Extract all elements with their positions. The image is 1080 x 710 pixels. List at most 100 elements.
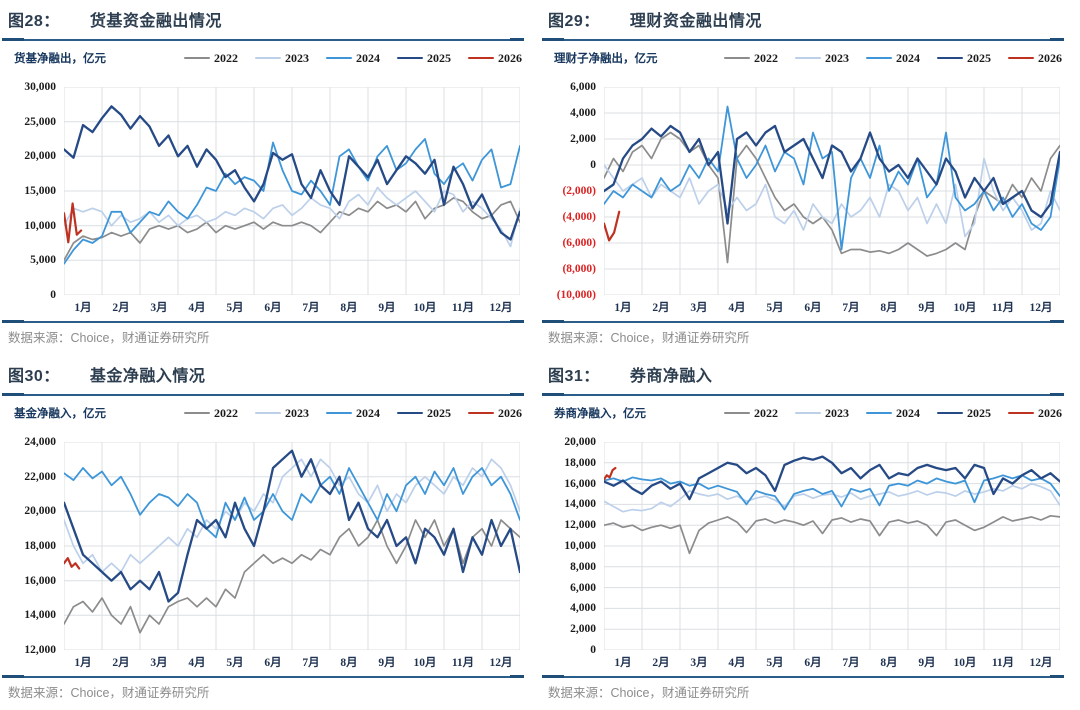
x-tick-label: 6月 [804,657,822,669]
y-tick-label: 30,000 [24,81,56,93]
legend-line-swatch [937,411,963,415]
series-line-2024 [604,474,1060,511]
y-tick-label: 25,000 [24,115,56,128]
y-tick-label: 2,000 [570,623,596,636]
figure-number: 图28： [8,13,60,30]
x-tick-label: 4月 [188,657,206,669]
legend-line-swatch [866,412,892,414]
series-line-2024 [64,138,520,265]
y-tick-label: 22,000 [24,470,56,483]
plot-area [604,442,1060,650]
x-tick-label: 5月 [766,302,784,314]
series-line-2022 [604,514,1060,555]
x-tick-label: 9月 [918,657,936,669]
legend-year-label: 2025 [427,50,451,65]
legend-row: 理财子净融出，亿元 2022 2023 2024 2025 2026 [554,50,1062,66]
x-tick-label: 7月 [302,657,320,669]
y-tick-label: 16,000 [564,477,596,490]
x-axis-labels: 1月 2月 3月 4月 5月 6月 7月 8月 9月 10月 11月 12月 [604,654,1060,670]
series-line-2025 [604,455,1060,501]
legend-line-swatch [397,411,423,415]
figure-number: 图31： [548,368,600,385]
source-note: 数据来源：Choice，财通证券研究所 [8,686,210,700]
x-axis-labels: 1月 2月 3月 4月 5月 6月 7月 8月 9月 10月 11月 12月 [604,299,1060,315]
x-tick-label: 5月 [226,302,244,314]
plot-area [64,87,520,295]
legend-item-2026: 2026 [468,51,522,66]
y-axis-ticks: 24,000 22,000 20,000 18,000 16,000 14,000 12,0… [0,436,56,656]
x-tick-label: 3月 [150,302,168,314]
x-tick-label: 9月 [378,302,396,314]
y-tick-label: 15,000 [24,185,56,197]
line-chart-canvas [604,87,1060,295]
source-note: 数据来源：Choice，财通证券研究所 [548,331,750,345]
y-tick-label: 0 [50,289,56,301]
series-line-2026 [604,466,617,481]
legend-year-label: 2023 [285,50,309,65]
title-divider [542,38,1064,41]
legend-line-swatch [255,57,281,59]
x-tick-label: 3月 [690,657,708,669]
legend-line-swatch [724,412,750,414]
legend-items: 2022 2023 2024 2025 2026 [184,51,522,66]
legend-line-swatch [184,412,210,414]
y-tick-label: 12,000 [24,644,56,656]
figure-title: 图31： 券商净融入 [548,362,712,386]
x-tick-label: 10月 [953,302,977,314]
legend-item-2025: 2025 [937,51,991,66]
y-axis-ticks: 6,000 4,000 2,000 0 (2,000) (4,000) (6,000) (8,… [540,81,596,301]
legend-line-swatch [326,57,352,59]
legend-year-label: 2026 [1038,405,1062,420]
y-tick-label: 10,000 [564,540,596,552]
legend-items: 2022 2023 2024 2025 2026 [724,406,1062,421]
figure-title: 图28： 货基资金融出情况 [8,7,222,31]
legend-year-label: 2023 [825,50,849,65]
series-line-2024 [64,467,520,539]
legend-line-swatch [184,57,210,59]
axis-unit-label: 货基净融出，亿元 [14,53,106,65]
legend-year-label: 2025 [967,50,991,65]
legend-year-label: 2022 [214,50,238,65]
axis-unit-label: 理财子净融出，亿元 [554,53,658,65]
x-tick-label: 9月 [918,302,936,314]
legend-year-label: 2022 [754,50,778,65]
legend-line-swatch [795,57,821,59]
y-tick-label: 2,000 [570,133,596,145]
x-tick-label: 8月 [340,302,358,314]
legend-year-label: 2024 [896,405,920,420]
line-chart-canvas [604,442,1060,650]
x-tick-label: 7月 [842,657,860,669]
series-line-2023 [64,186,520,248]
y-tick-label: 0 [590,644,596,656]
y-tick-label: 20,000 [564,436,596,448]
legend-item-2023: 2023 [795,406,849,421]
y-tick-label: 8,000 [570,560,596,573]
x-tick-label: 2月 [652,302,670,314]
x-tick-label: 1月 [614,657,632,669]
figure-number: 图30： [8,368,60,385]
y-tick-label: (10,000) [556,289,596,301]
legend-items: 2022 2023 2024 2025 2026 [724,51,1062,66]
x-tick-label: 11月 [991,302,1015,314]
series-line-2026 [64,202,83,244]
x-tick-label: 1月 [614,302,632,314]
x-tick-label: 11月 [451,302,475,314]
figure-title: 图29： 理财资金融出情况 [548,7,762,31]
figure-number: 图29： [548,13,600,30]
legend-year-label: 2023 [825,405,849,420]
series-line-2025 [64,449,520,603]
legend-item-2025: 2025 [397,51,451,66]
figure-title-text: 理财资金融出情况 [629,13,762,30]
figure-bottom-divider [2,675,524,678]
legend-item-2023: 2023 [255,406,309,421]
y-tick-label: (6,000) [562,237,596,249]
series-line-2026 [64,556,81,570]
y-tick-label: (4,000) [562,211,596,223]
figure-bottom-divider [542,675,1064,678]
legend-item-2025: 2025 [397,406,451,421]
legend-line-swatch [255,412,281,414]
x-tick-label: 3月 [150,657,168,669]
x-tick-label: 6月 [804,302,822,314]
x-axis-labels: 1月 2月 3月 4月 5月 6月 7月 8月 9月 10月 11月 12月 [64,654,520,670]
legend-year-label: 2026 [498,405,522,420]
